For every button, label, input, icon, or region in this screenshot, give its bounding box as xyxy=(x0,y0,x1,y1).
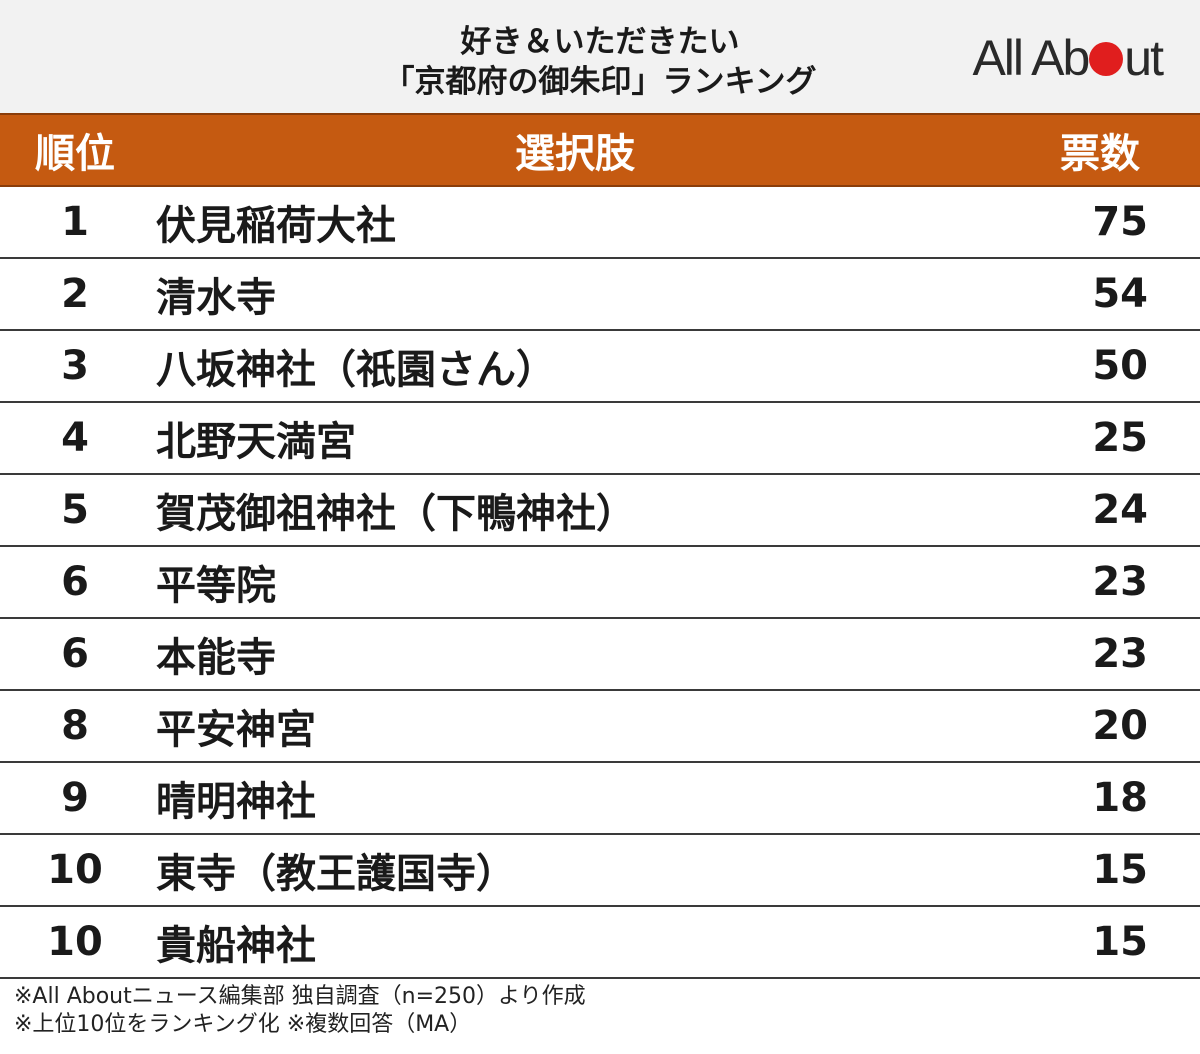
table-row: 6 本能寺 23 xyxy=(0,618,1200,691)
table-row: 9 晴明神社 18 xyxy=(0,762,1200,835)
votes-cell: 20 xyxy=(1000,690,1200,763)
votes-cell: 24 xyxy=(1000,474,1200,547)
table-row: 6 平等院 23 xyxy=(0,546,1200,619)
choice-cell: 賀茂御祖神社（下鴨神社） xyxy=(150,474,1000,547)
votes-cell: 15 xyxy=(1000,906,1200,979)
choice-cell: 北野天満宮 xyxy=(150,402,1000,475)
footnotes: ※All Aboutニュース編集部 独自調査（n=250）より作成 ※上位10位… xyxy=(0,979,1200,1039)
table-row: 10 東寺（教王護国寺） 15 xyxy=(0,834,1200,907)
rank-cell: 1 xyxy=(0,186,150,259)
column-header-choice: 選択肢 xyxy=(150,113,1000,187)
rank-cell: 6 xyxy=(0,546,150,619)
footnote-method: ※上位10位をランキング化 ※複数回答（MA） xyxy=(14,1012,472,1037)
rank-cell: 3 xyxy=(0,330,150,403)
choice-cell: 晴明神社 xyxy=(150,762,1000,835)
all-about-logo: All Ab ut xyxy=(972,30,1164,86)
choice-cell: 八坂神社（祇園さん） xyxy=(150,330,1000,403)
choice-cell: 伏見稲荷大社 xyxy=(150,186,1000,259)
rank-cell: 4 xyxy=(0,402,150,475)
table-row: 3 八坂神社（祇園さん） 50 xyxy=(0,330,1200,403)
chart-title: 好き＆いただきたい 「京都府の御朱印」ランキング xyxy=(0,22,1200,102)
chart-title-line2: 「京都府の御朱印」ランキング xyxy=(383,64,817,100)
votes-cell: 54 xyxy=(1000,258,1200,331)
table-row: 1 伏見稲荷大社 75 xyxy=(0,186,1200,259)
table-row: 2 清水寺 54 xyxy=(0,258,1200,331)
table-row: 5 賀茂御祖神社（下鴨神社） 24 xyxy=(0,474,1200,547)
choice-cell: 平安神宮 xyxy=(150,690,1000,763)
table-row: 10 貴船神社 15 xyxy=(0,906,1200,979)
rank-cell: 8 xyxy=(0,690,150,763)
logo-red-dot-icon xyxy=(1089,42,1124,76)
rank-cell: 10 xyxy=(0,906,150,979)
table-row: 8 平安神宮 20 xyxy=(0,690,1200,763)
rank-cell: 10 xyxy=(0,834,150,907)
votes-cell: 18 xyxy=(1000,762,1200,835)
votes-cell: 23 xyxy=(1000,618,1200,691)
chart-title-line1: 好き＆いただきたい xyxy=(460,24,740,60)
choice-cell: 貴船神社 xyxy=(150,906,1000,979)
votes-cell: 25 xyxy=(1000,402,1200,475)
choice-cell: 本能寺 xyxy=(150,618,1000,691)
choice-cell: 東寺（教王護国寺） xyxy=(150,834,1000,907)
title-banner: 好き＆いただきたい 「京都府の御朱印」ランキング All Ab ut xyxy=(0,0,1200,113)
column-header-votes: 票数 xyxy=(1000,113,1200,187)
choice-cell: 清水寺 xyxy=(150,258,1000,331)
votes-cell: 23 xyxy=(1000,546,1200,619)
rank-cell: 6 xyxy=(0,618,150,691)
column-header-rank: 順位 xyxy=(0,113,150,187)
rank-cell: 2 xyxy=(0,258,150,331)
votes-cell: 50 xyxy=(1000,330,1200,403)
footnote-source: ※All Aboutニュース編集部 独自調査（n=250）より作成 xyxy=(14,984,586,1009)
votes-cell: 75 xyxy=(1000,186,1200,259)
choice-cell: 平等院 xyxy=(150,546,1000,619)
rank-cell: 9 xyxy=(0,762,150,835)
ranking-table: 順位 選択肢 票数 1 伏見稲荷大社 75 2 清水寺 54 3 八坂神社（祇園さん） 50 4 北… xyxy=(0,113,1200,979)
votes-cell: 15 xyxy=(1000,834,1200,907)
table-header-row: 順位 選択肢 票数 xyxy=(0,113,1200,187)
table-row: 4 北野天満宮 25 xyxy=(0,402,1200,475)
rank-cell: 5 xyxy=(0,474,150,547)
